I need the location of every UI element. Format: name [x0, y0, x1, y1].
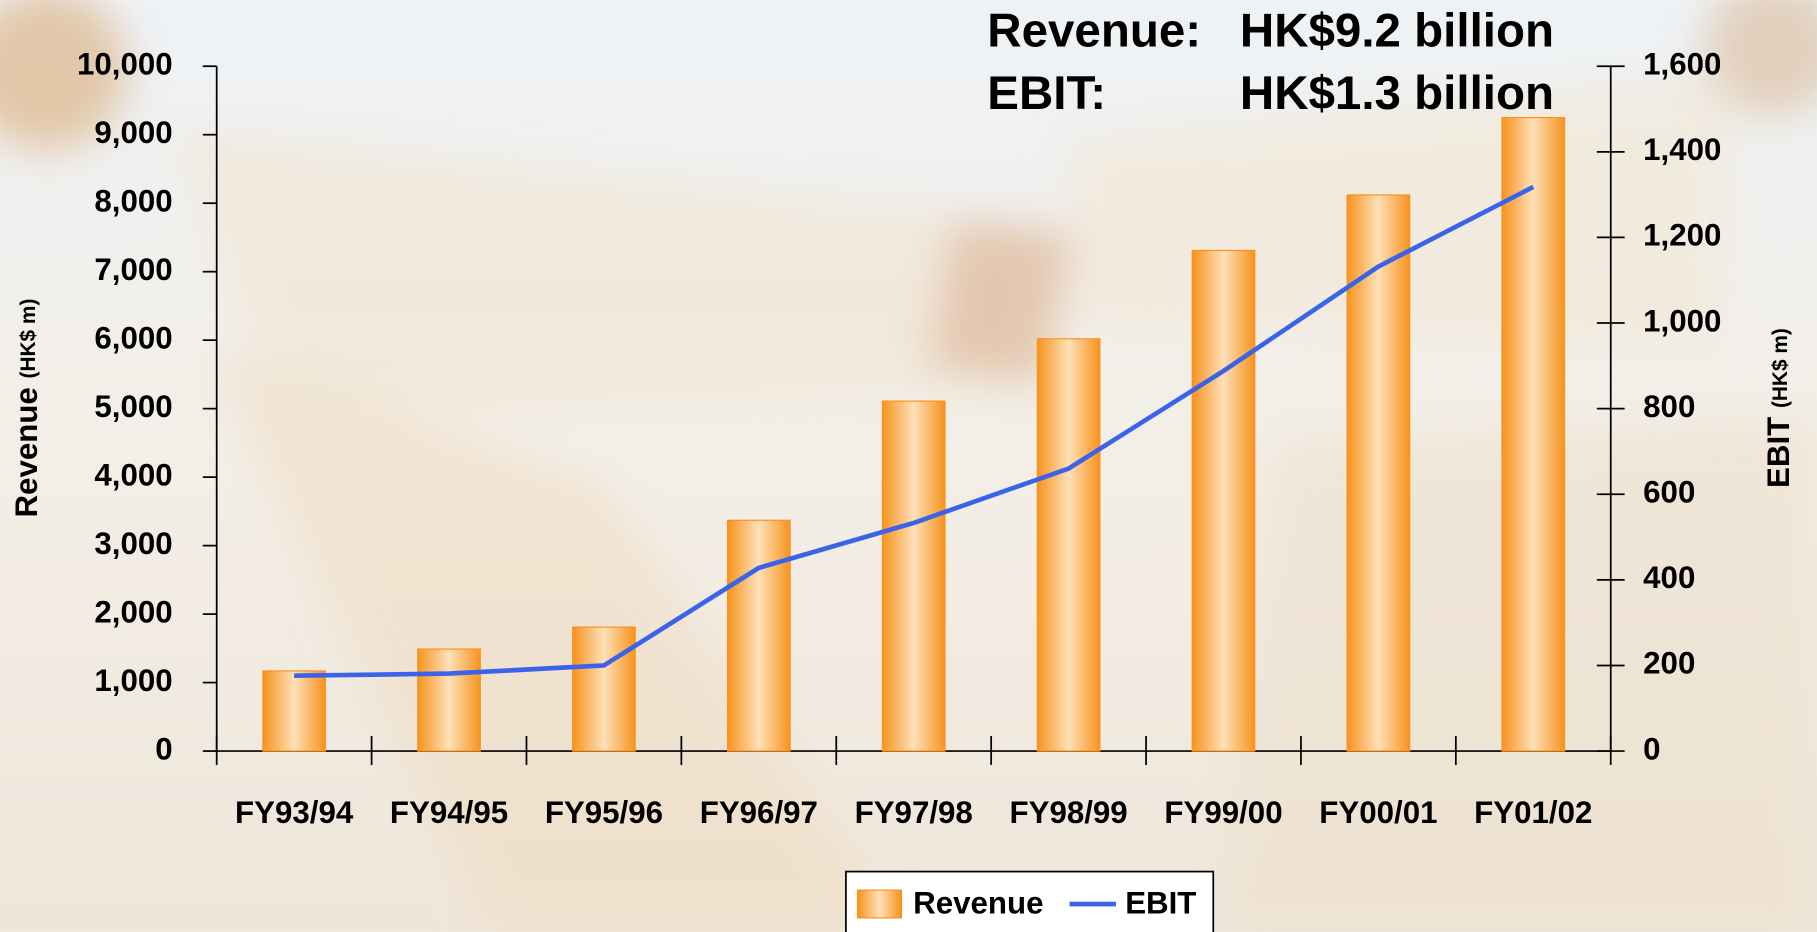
- y-tick-label: 3,000: [94, 526, 172, 561]
- y2-axis-label-text: EBIT: [1761, 417, 1796, 488]
- y2-tick-label: 800: [1643, 389, 1695, 424]
- legend-swatch: [856, 889, 903, 919]
- y2-axis-label: EBIT (HK$ m): [1761, 328, 1796, 488]
- y-tick-label: 1,000: [94, 663, 172, 698]
- y2-tick-label: 400: [1643, 560, 1695, 595]
- annotation: HK$9.2 billion: [1240, 4, 1554, 57]
- bar: [1346, 194, 1411, 752]
- legend-label: EBIT: [1125, 885, 1196, 920]
- x-tick-label: FY95/96: [545, 795, 663, 830]
- legend-label: Revenue: [913, 885, 1043, 920]
- y-axis-label-text: Revenue: [9, 387, 44, 517]
- x-tick-label: FY97/98: [855, 795, 973, 830]
- y-tick-label: 2,000: [94, 594, 172, 629]
- legend: [845, 870, 1215, 932]
- bar: [1191, 249, 1256, 752]
- y-tick-label: 7,000: [94, 252, 172, 287]
- y-tick-label: 0: [155, 731, 172, 766]
- y2-tick-label: 1,400: [1643, 132, 1721, 167]
- x-tick-label: FY98/99: [1010, 795, 1128, 830]
- y-tick-label: 9,000: [94, 115, 172, 150]
- bar: [1501, 116, 1566, 752]
- y-axis-label-unit: (HK$ m): [16, 299, 39, 379]
- x-tick-label: FY93/94: [235, 795, 354, 830]
- x-tick-label: FY99/00: [1164, 795, 1282, 830]
- bar: [417, 648, 481, 752]
- y2-tick-label: 0: [1643, 731, 1660, 766]
- y-axis-label: Revenue (HK$ m): [9, 299, 44, 518]
- x-tick-label: FY94/95: [390, 795, 508, 830]
- x-tick-label: FY00/01: [1319, 795, 1437, 830]
- bar: [1036, 338, 1101, 752]
- y-tick-label: 8,000: [94, 183, 172, 218]
- annotation: EBIT:: [987, 67, 1106, 120]
- y2-tick-label: 1,200: [1643, 218, 1721, 253]
- annotation: Revenue:: [987, 4, 1201, 57]
- bar: [726, 519, 791, 752]
- bar: [572, 626, 636, 752]
- x-tick-label: FY01/02: [1474, 795, 1592, 830]
- bar: [262, 670, 327, 752]
- y2-tick-label: 600: [1643, 475, 1695, 510]
- y-tick-label: 10,000: [77, 46, 173, 81]
- y2-tick-label: 1,600: [1643, 46, 1721, 81]
- y2-tick-label: 1,000: [1643, 303, 1721, 338]
- annotation: HK$1.3 billion: [1240, 67, 1554, 120]
- y-tick-label: 4,000: [94, 457, 172, 492]
- y-tick-label: 5,000: [94, 389, 172, 424]
- y-tick-label: 6,000: [94, 320, 172, 355]
- bar: [881, 400, 946, 752]
- x-tick-label: FY96/97: [700, 795, 818, 830]
- y2-tick-label: 200: [1643, 646, 1695, 681]
- y2-axis-label-unit: (HK$ m): [1769, 328, 1792, 408]
- line: [294, 184, 1535, 679]
